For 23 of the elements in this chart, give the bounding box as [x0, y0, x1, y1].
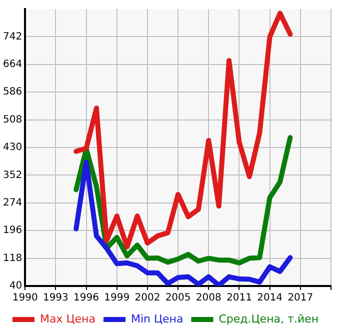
x-tick-label: 2011	[226, 292, 252, 304]
y-tick-label: 430	[2, 142, 22, 154]
y-tick-label: 586	[2, 86, 22, 98]
y-tick-label: 742	[2, 31, 22, 42]
x-tick-label: 2008	[196, 292, 222, 304]
x-tick-label: 2002	[134, 292, 160, 304]
x-tick-label: 1996	[74, 292, 99, 304]
x-tick-label: 1999	[104, 292, 130, 304]
y-tick-label: 196	[2, 225, 22, 236]
y-tick-label: 352	[2, 170, 22, 181]
y-tick-label: 274	[2, 197, 22, 208]
x-tick-label: 2017	[288, 292, 314, 304]
legend-label: Min Цена	[130, 312, 184, 326]
y-tick-label: 664	[2, 58, 22, 70]
legend-label: Сред.Цена, т.йен	[218, 312, 319, 326]
x-tick-label: 2005	[165, 292, 191, 304]
x-tick-label: 1990	[12, 292, 38, 304]
y-tick-label: 118	[2, 252, 22, 264]
x-tick-label: 1993	[42, 292, 68, 304]
x-tick-label: 2014	[257, 292, 283, 304]
y-tick-label: 508	[2, 114, 22, 126]
y-tick-label: 40	[9, 280, 22, 292]
legend-label: Max Цена	[40, 312, 96, 326]
